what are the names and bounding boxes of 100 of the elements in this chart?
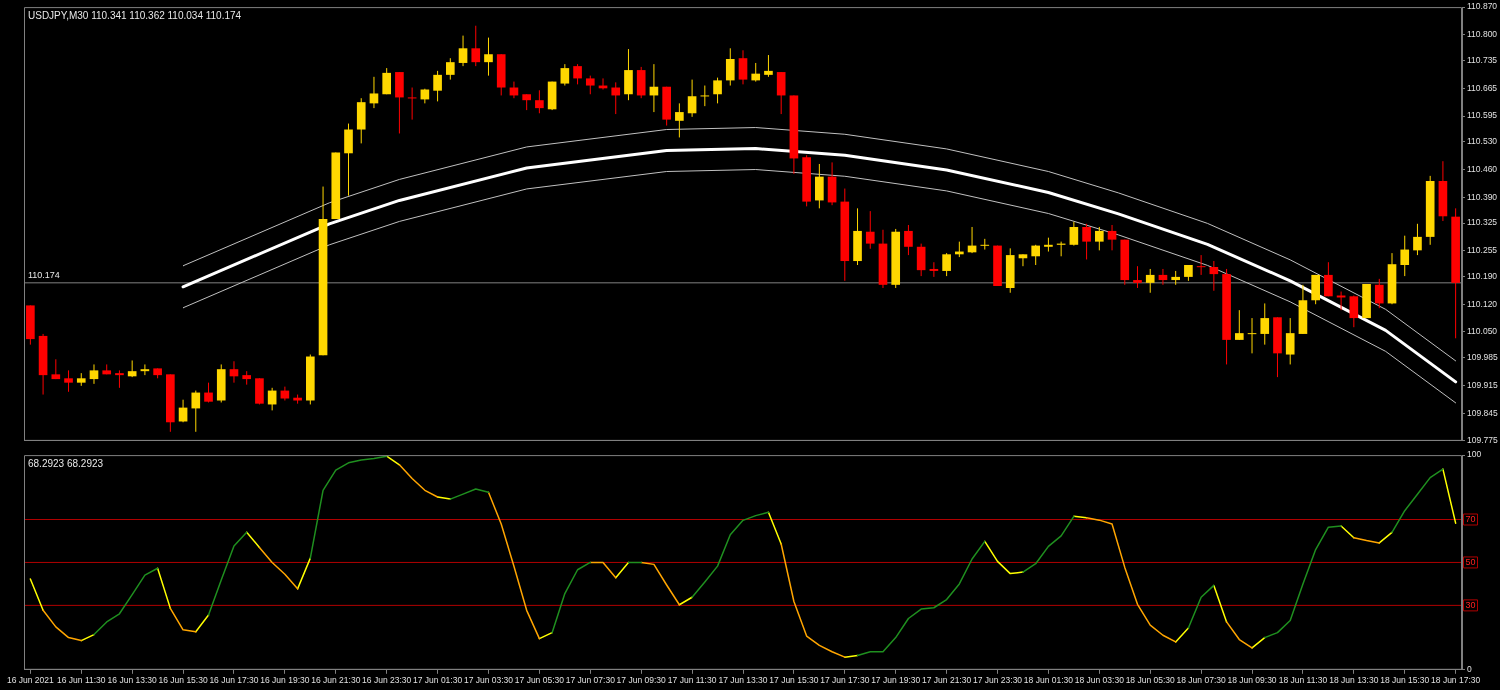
y-tick-label: 109.985 [1467, 352, 1498, 363]
candlestick [980, 238, 990, 251]
y-tick-label: 0 [1467, 664, 1472, 675]
x-tick-label: 16 Jun 13:30 [107, 675, 158, 686]
x-tick-label: 17 Jun 07:30 [565, 675, 616, 686]
y-tick-label: 110.050 [1467, 326, 1498, 337]
candlestick [1374, 278, 1384, 309]
candlestick [573, 63, 582, 85]
x-tick-label: 17 Jun 15:30 [769, 675, 819, 686]
chart-title: USDJPY,M30 110.341 110.362 110.034 110.174 [28, 10, 242, 22]
candlestick [725, 47, 735, 87]
candlestick [1349, 295, 1359, 328]
candlestick [865, 210, 875, 250]
y-tick-label: 110.530 [1467, 136, 1498, 147]
ref-line-label: 50 [1465, 556, 1476, 567]
x-tick-label: 18 Jun 13:30 [1329, 675, 1379, 686]
x-tick-label: 17 Jun 11:30 [667, 675, 717, 686]
candlestick [229, 360, 239, 384]
candlestick [1031, 244, 1041, 266]
x-tick-label: 16 Jun 17:30 [209, 675, 259, 686]
candlestick [687, 79, 697, 118]
candlestick [713, 77, 722, 104]
x-tick-label: 17 Jun 09:30 [616, 675, 667, 686]
y-tick-label: 110.325 [1467, 217, 1498, 228]
x-tick-label: 16 Jun 23:30 [362, 675, 412, 686]
x-tick-label: 18 Jun 17:30 [1431, 675, 1481, 686]
y-tick-label: 109.915 [1467, 379, 1498, 390]
y-tick-label: 110.120 [1467, 298, 1498, 309]
x-tick-label: 17 Jun 17:30 [820, 675, 870, 686]
x-tick-label: 16 Jun 11:30 [57, 675, 106, 686]
candlestick [764, 54, 773, 78]
candlestick [191, 390, 201, 433]
x-tick-label: 17 Jun 03:30 [463, 675, 514, 686]
x-tick-label: 16 Jun 15:30 [158, 675, 208, 686]
y-tick-label: 110.735 [1467, 54, 1498, 65]
x-tick-label: 16 Jun 2021 [6, 675, 55, 686]
candlestick [738, 49, 748, 85]
candlestick [458, 35, 468, 67]
candlestick [1094, 226, 1104, 251]
candlestick [1018, 253, 1028, 267]
candlestick [64, 369, 73, 393]
y-tick-label: 110.255 [1467, 245, 1498, 256]
candlestick [929, 261, 939, 278]
y-tick-label: 110.665 [1467, 82, 1498, 93]
candlestick [382, 67, 392, 95]
x-tick-label: 17 Jun 19:30 [871, 675, 921, 686]
candlestick [1107, 224, 1117, 251]
y-tick-label: 110.800 [1467, 29, 1498, 40]
chart-title: 68.2923 68.2923 [28, 458, 104, 470]
candlestick [1260, 302, 1270, 346]
candlestick [115, 369, 124, 389]
ref-line-label: 30 [1465, 599, 1476, 610]
candlestick [1209, 260, 1219, 292]
candlestick [369, 76, 379, 109]
x-tick-label: 18 Jun 15:30 [1380, 675, 1430, 686]
y-tick-label: 110.460 [1467, 163, 1498, 174]
x-tick-label: 17 Jun 13:30 [718, 675, 768, 686]
candlestick [675, 102, 684, 138]
candlestick [1400, 235, 1410, 277]
candlestick [916, 243, 926, 277]
x-tick-label: 18 Jun 11:30 [1278, 675, 1328, 686]
candlestick [942, 252, 951, 277]
y-tick-label: 109.775 [1467, 435, 1498, 446]
x-tick-label: 17 Jun 23:30 [972, 675, 1023, 686]
x-tick-label: 17 Jun 05:30 [514, 675, 565, 686]
candlestick [1324, 261, 1333, 297]
candlestick [344, 123, 353, 197]
candlestick [1082, 223, 1091, 260]
x-tick-label: 16 Jun 19:30 [260, 675, 310, 686]
candlestick [815, 163, 824, 209]
candlestick [700, 85, 710, 107]
candlestick [89, 363, 99, 385]
candlestick [585, 75, 595, 95]
x-tick-label: 16 Jun 21:30 [311, 675, 361, 686]
candlestick [1145, 268, 1155, 294]
candlestick [751, 62, 761, 83]
y-tick-label: 109.845 [1467, 407, 1498, 418]
x-tick-label: 18 Jun 07:30 [1176, 675, 1226, 686]
x-tick-label: 18 Jun 05:30 [1125, 675, 1176, 686]
candlestick [484, 37, 493, 77]
x-tick-label: 17 Jun 21:30 [922, 675, 972, 686]
candlestick [1413, 223, 1422, 256]
candlestick [445, 57, 455, 81]
candlestick [535, 89, 544, 114]
candlestick [433, 70, 442, 102]
candlestick [904, 224, 913, 256]
y-tick-label: 110.190 [1467, 270, 1498, 281]
y-tick-label: 110.595 [1467, 110, 1498, 121]
candlestick [1285, 317, 1295, 365]
candlestick [1234, 309, 1244, 341]
x-tick-label: 18 Jun 03:30 [1074, 675, 1125, 686]
candlestick [471, 25, 481, 67]
candlestick [611, 81, 621, 115]
candlestick [776, 71, 786, 115]
y-tick-label: 110.390 [1467, 191, 1498, 202]
y-tick-label: 100 [1467, 449, 1482, 460]
x-tick-label: 18 Jun 01:30 [1023, 675, 1074, 686]
candlestick [140, 363, 150, 376]
candlestick [1069, 221, 1079, 247]
candlestick [1133, 265, 1142, 289]
